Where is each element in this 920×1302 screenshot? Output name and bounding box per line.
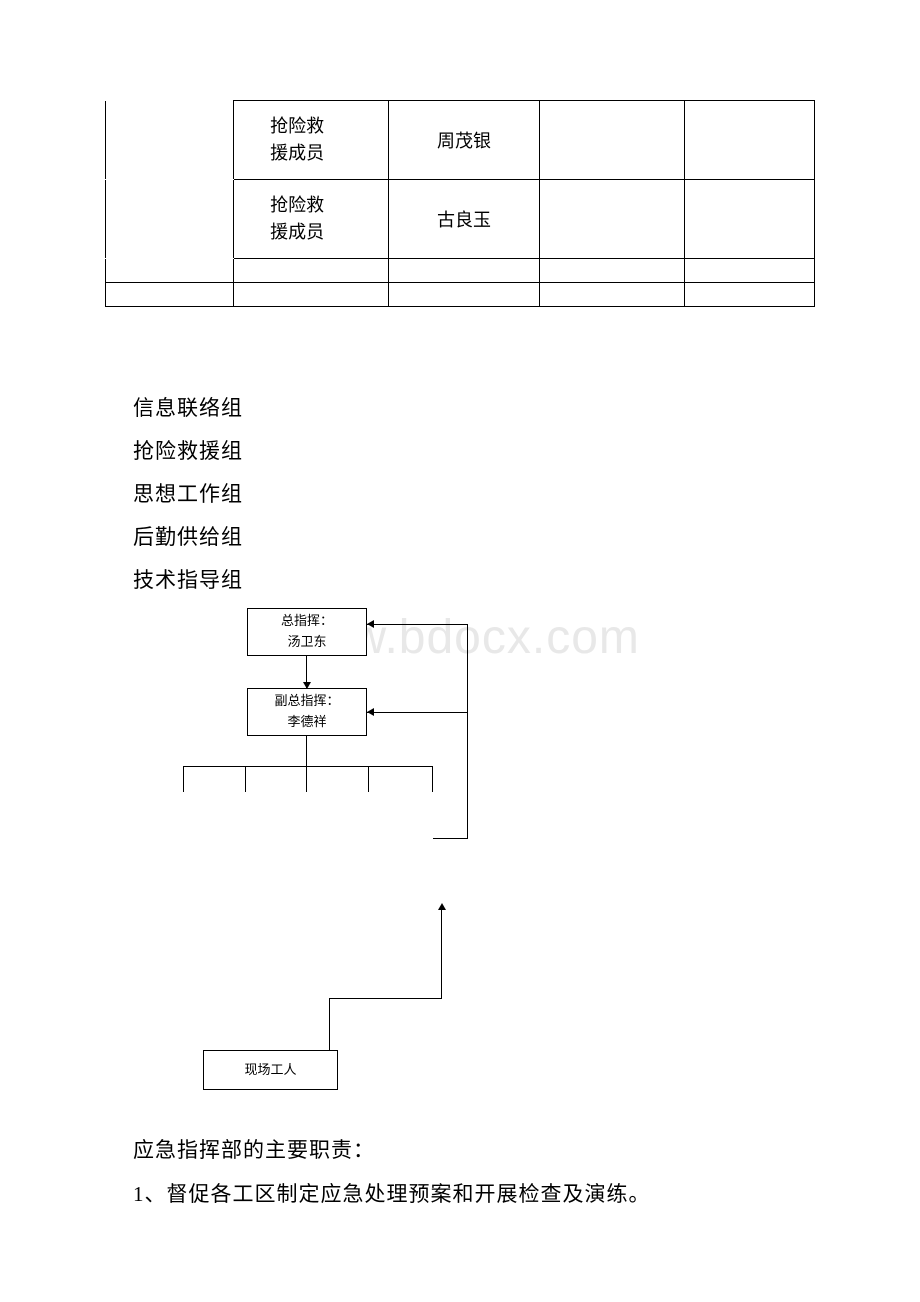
list-item: 抢险救援组 bbox=[133, 430, 815, 473]
connector-line bbox=[433, 838, 468, 839]
org-flowchart: 总指挥： 汤卫东 副总指挥： 李德祥 bbox=[105, 608, 815, 1128]
body-paragraph: 1、督促各工区制定应急处理预案和开展检查及演练。 bbox=[133, 1172, 815, 1216]
connector-line bbox=[183, 766, 433, 767]
connector-line bbox=[467, 624, 468, 839]
arrow-icon bbox=[438, 903, 446, 910]
name-cell: 古良玉 bbox=[389, 194, 538, 244]
connector-line bbox=[441, 908, 442, 998]
connector-line bbox=[306, 736, 307, 766]
connector-line bbox=[306, 766, 307, 792]
connector-line bbox=[183, 766, 184, 792]
connector-line bbox=[367, 712, 467, 713]
arrow-icon bbox=[367, 708, 374, 716]
node-label: 汤卫东 bbox=[287, 632, 326, 653]
name-cell: 周茂银 bbox=[389, 115, 538, 165]
table-row bbox=[106, 259, 815, 283]
table-row: 抢险救援成员 古良玉 bbox=[106, 180, 815, 259]
connector-line bbox=[329, 998, 330, 1050]
table-row: 抢险救援成员 周茂银 bbox=[106, 101, 815, 180]
arrow-icon bbox=[367, 620, 374, 628]
role-cell: 抢险救援成员 bbox=[234, 180, 388, 258]
list-item: 后勤供给组 bbox=[133, 516, 815, 559]
member-table: 抢险救援成员 周茂银 抢险救援成员 古良玉 bbox=[105, 100, 815, 307]
table-row bbox=[106, 283, 815, 307]
connector-line bbox=[329, 998, 442, 999]
node-label: 副总指挥： bbox=[274, 691, 339, 712]
flowchart-node-deputy: 副总指挥： 李德祥 bbox=[247, 688, 367, 736]
document-page: 抢险救援成员 周茂银 抢险救援成员 古良玉 信息联络组 bbox=[0, 0, 920, 1276]
role-cell: 抢险救援成员 bbox=[234, 101, 388, 179]
connector-line bbox=[432, 766, 433, 792]
list-item: 技术指导组 bbox=[133, 559, 815, 602]
list-item: 信息联络组 bbox=[133, 387, 815, 430]
node-label: 总指挥： bbox=[281, 611, 333, 632]
flowchart-node-workers: 现场工人 bbox=[203, 1050, 338, 1090]
connector-line bbox=[367, 624, 467, 625]
connector-line bbox=[368, 766, 369, 792]
list-item: 思想工作组 bbox=[133, 473, 815, 516]
node-label: 李德祥 bbox=[287, 712, 326, 733]
node-label: 现场工人 bbox=[244, 1060, 296, 1081]
group-list: 信息联络组 抢险救援组 思想工作组 后勤供给组 技术指导组 bbox=[133, 387, 815, 602]
connector-line bbox=[245, 766, 246, 792]
section-heading: 应急指挥部的主要职责： bbox=[133, 1128, 815, 1172]
flowchart-node-commander: 总指挥： 汤卫东 bbox=[247, 608, 367, 656]
